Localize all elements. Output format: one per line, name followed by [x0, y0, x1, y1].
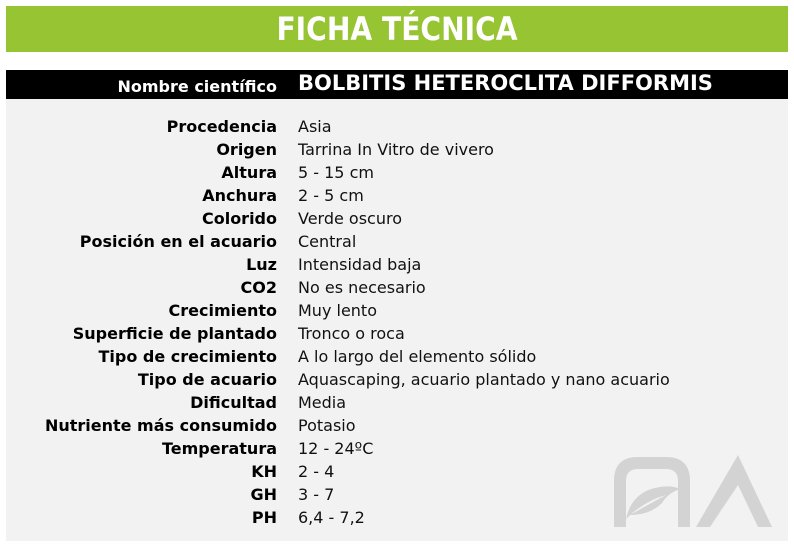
spec-value: 2 - 5 cm [298, 186, 364, 205]
scientific-name-bar: Nombre científico BOLBITIS HETEROCLITA D… [6, 70, 788, 99]
spec-value: Asia [298, 117, 332, 136]
spec-value: Potasio [298, 416, 356, 435]
spec-label: Origen [216, 140, 277, 159]
spec-row: Altura 5 - 15 cm [6, 161, 788, 184]
spec-value: Verde oscuro [298, 209, 403, 228]
spec-row: Procedencia Asia [6, 115, 788, 138]
spec-value: 3 - 7 [298, 485, 335, 504]
spec-row: Posición en el acuario Central [6, 230, 788, 253]
spec-label: Tipo de acuario [137, 370, 277, 389]
spec-label: Temperatura [161, 439, 277, 458]
spec-label: Superficie de plantado [72, 324, 277, 343]
spec-row: Temperatura 12 - 24ºC [6, 437, 788, 460]
leaf-arch-logo-icon [614, 455, 772, 527]
spec-value: Aquascaping, acuario plantado y nano acu… [298, 370, 670, 389]
spec-label: Tipo de crecimiento [98, 347, 277, 366]
spec-label: Luz [246, 255, 277, 274]
spec-value: 2 - 4 [298, 462, 335, 481]
spec-label: GH [250, 485, 277, 504]
spec-label: Nutriente más consumido [44, 416, 277, 435]
spec-row: CO2 No es necesario [6, 276, 788, 299]
scientific-name-label: Nombre científico [117, 77, 278, 96]
spec-value: Media [298, 393, 347, 412]
spec-row: Dificultad Media [6, 391, 788, 414]
spec-row: Tipo de crecimiento A lo largo del elemen… [6, 345, 788, 368]
specs-panel: Procedencia Asia Origen Tarrina In Vitro de… [6, 99, 788, 541]
spec-row: GH 3 - 7 [6, 483, 788, 506]
spec-value: Tronco o roca [298, 324, 405, 343]
spec-label: KH [251, 462, 277, 481]
spec-label: CO2 [240, 278, 277, 297]
spec-value: Tarrina In Vitro de vivero [298, 140, 494, 159]
spec-label: Posición en el acuario [79, 232, 277, 251]
scientific-name-value: BOLBITIS HETEROCLITA DIFFORMIS [298, 71, 713, 95]
spec-label: Dificultad [190, 393, 277, 412]
spec-row: Nutriente más consumido Potasio [6, 414, 788, 437]
page-title: FICHA TÉCNICA [6, 6, 788, 52]
spec-label: PH [251, 508, 277, 527]
spec-label: Altura [221, 163, 277, 182]
spec-label: Procedencia [166, 117, 277, 136]
spec-label: Crecimiento [168, 301, 278, 320]
spec-value: 5 - 15 cm [298, 163, 374, 182]
spec-value: 12 - 24ºC [298, 439, 374, 458]
page-title-text: FICHA TÉCNICA [276, 10, 518, 48]
spec-row: PH 6,4 - 7,2 [6, 506, 788, 529]
spec-row: Superficie de plantado Tronco o roca [6, 322, 788, 345]
spec-row: Luz Intensidad baja [6, 253, 788, 276]
spec-value: A lo largo del elemento sólido [298, 347, 537, 366]
spec-label: Anchura [202, 186, 277, 205]
spec-row: Colorido Verde oscuro [6, 207, 788, 230]
spec-value: 6,4 - 7,2 [298, 508, 365, 527]
spec-row: KH 2 - 4 [6, 460, 788, 483]
spec-value: Intensidad baja [298, 255, 422, 274]
spec-label: Colorido [201, 209, 277, 228]
spec-row: Crecimiento Muy lento [6, 299, 788, 322]
spec-value: No es necesario [298, 278, 426, 297]
spec-row: Origen Tarrina In Vitro de vivero [6, 138, 788, 161]
spec-value: Muy lento [298, 301, 377, 320]
spec-row: Tipo de acuario Aquascaping, acuario plan… [6, 368, 788, 391]
spec-value: Central [298, 232, 357, 251]
spec-row: Anchura 2 - 5 cm [6, 184, 788, 207]
